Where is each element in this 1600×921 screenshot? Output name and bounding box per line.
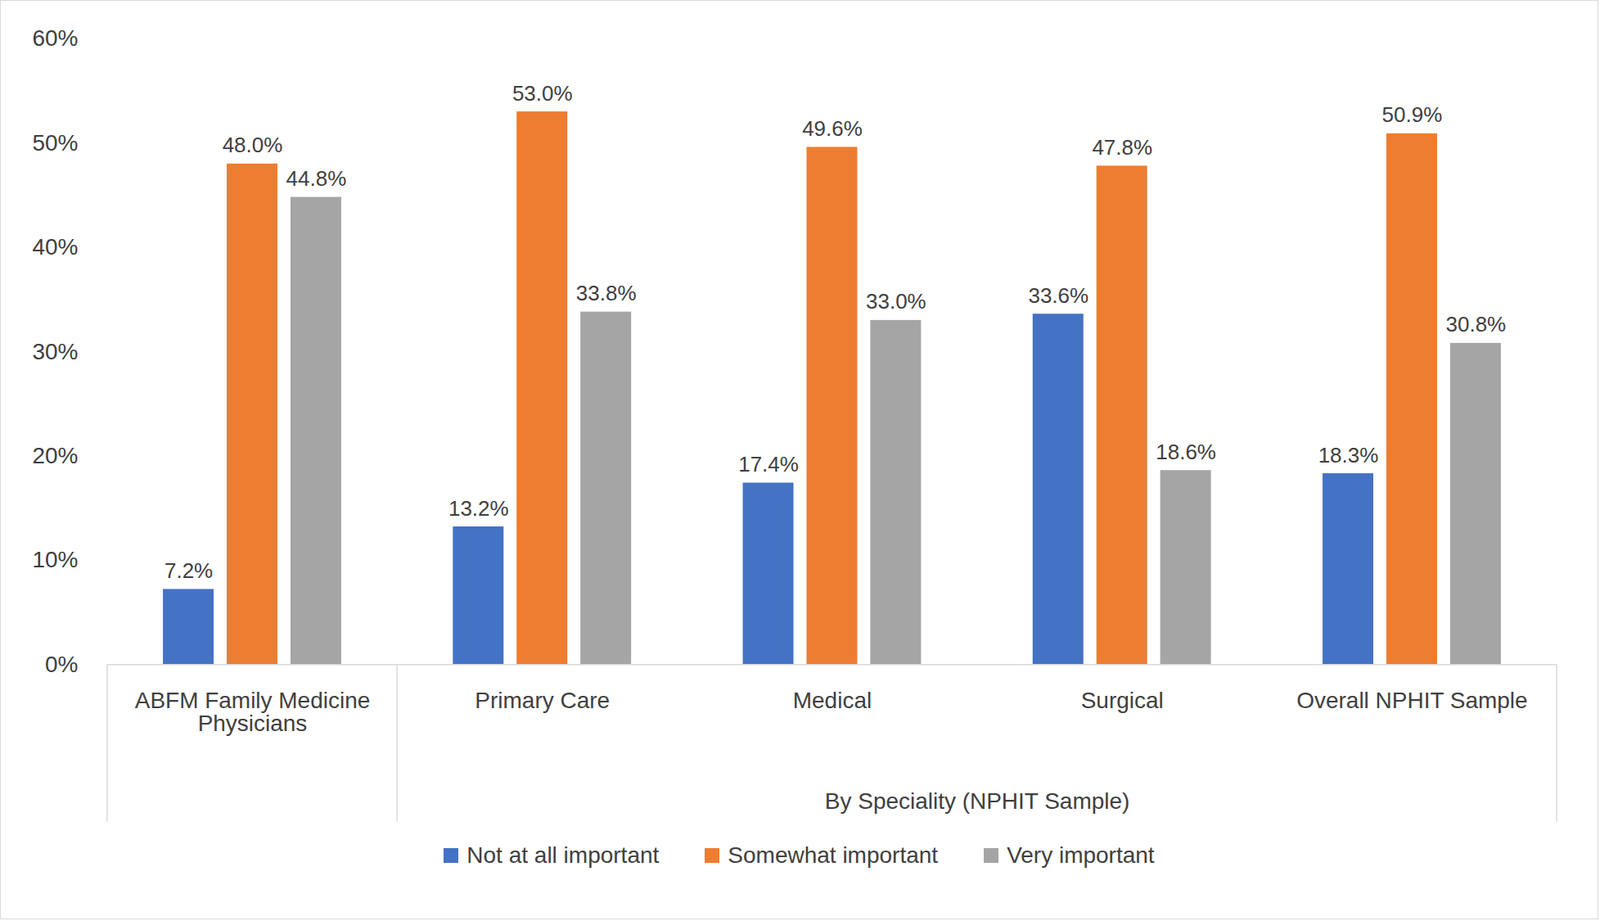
svg-text:44.8%: 44.8% [286,166,348,191]
svg-text:47.8%: 47.8% [1091,135,1153,160]
svg-text:18.6%: 18.6% [1155,439,1217,465]
svg-text:50.9%: 50.9% [1382,102,1443,127]
svg-text:40%: 40% [31,234,78,260]
svg-text:30%: 30% [31,338,78,365]
svg-text:18.3%: 18.3% [1318,442,1380,468]
svg-text:53.0%: 53.0% [512,81,573,106]
svg-text:0%: 0% [45,651,78,677]
svg-text:ABFM Family MedicinePhysicians: ABFM Family MedicinePhysicians [135,687,371,736]
svg-text:17.4%: 17.4% [738,451,799,477]
svg-text:7.2%: 7.2% [164,558,213,583]
svg-text:30.8%: 30.8% [1446,311,1507,337]
html-text:Very important: Very important [1006,842,1155,868]
svg-text:50%: 50% [31,130,78,156]
svg-text:Surgical: Surgical [1081,687,1164,713]
svg-text:Primary Care: Primary Care [474,687,610,713]
svg-text:Medical: Medical [793,687,872,713]
svg-text:10%: 10% [31,546,78,573]
svg-text:By Speciality (NPHIT Sample): By Speciality (NPHIT Sample) [824,788,1131,814]
svg-text:33.6%: 33.6% [1027,283,1089,308]
svg-text:60%: 60% [31,25,78,51]
svg-text:48.0%: 48.0% [222,132,284,158]
svg-text:20%: 20% [31,442,78,469]
svg-text:13.2%: 13.2% [448,495,510,521]
html-text:Not at all important: Not at all important [466,842,660,868]
html-text:Somewhat important: Somewhat important [727,842,938,868]
svg-text:33.0%: 33.0% [865,288,927,314]
svg-text:49.6%: 49.6% [802,116,863,141]
svg-text:33.8%: 33.8% [576,280,637,306]
svg-text:Overall NPHIT Sample: Overall NPHIT Sample [1296,687,1528,713]
